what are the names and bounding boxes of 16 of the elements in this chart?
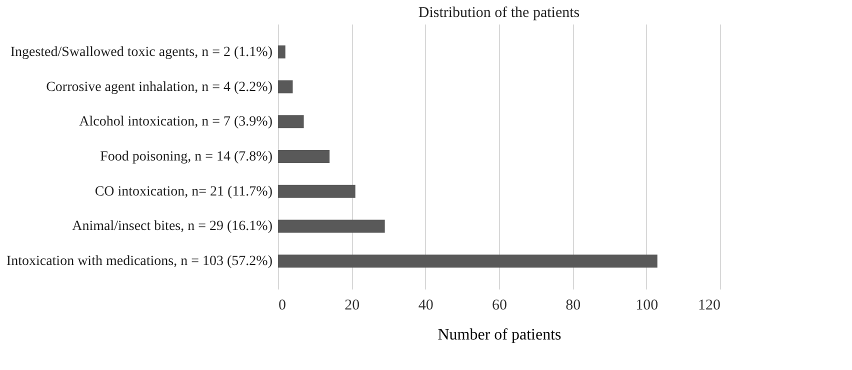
x-tick-label: 40 — [418, 298, 434, 314]
y-tick-label: Ingested/Swallowed toxic agents, n = 2 (1.1%) — [10, 44, 273, 60]
y-tick-label: Animal/insect bites, n = 29 (16.1%) — [72, 219, 273, 234]
y-tick-label: Intoxication with medications, n = 103 (57.2%) — [6, 254, 273, 270]
x-tick-label: 120 — [698, 298, 720, 314]
y-tick-label: Alcohol intoxication, n = 7 (3.9%) — [79, 114, 273, 130]
y-tick-label: Food poisoning, n = 14 (7.8%) — [100, 150, 273, 164]
x-tick-label: 0 — [278, 298, 286, 314]
y-tick-label: CO intoxication, n= 21 (11.7%) — [94, 184, 273, 200]
chart-title: Distribution of the patients — [418, 5, 580, 21]
x-tick-label: 100 — [636, 298, 658, 314]
x-axis-title: Number of patients — [438, 326, 562, 344]
x-tick-label: 60 — [492, 298, 507, 314]
y-tick-label: Corrosive agent inhalation, n = 4 (2.2%) — [46, 80, 273, 95]
x-tick-label: 80 — [566, 298, 581, 314]
x-tick-label: 20 — [344, 298, 360, 314]
